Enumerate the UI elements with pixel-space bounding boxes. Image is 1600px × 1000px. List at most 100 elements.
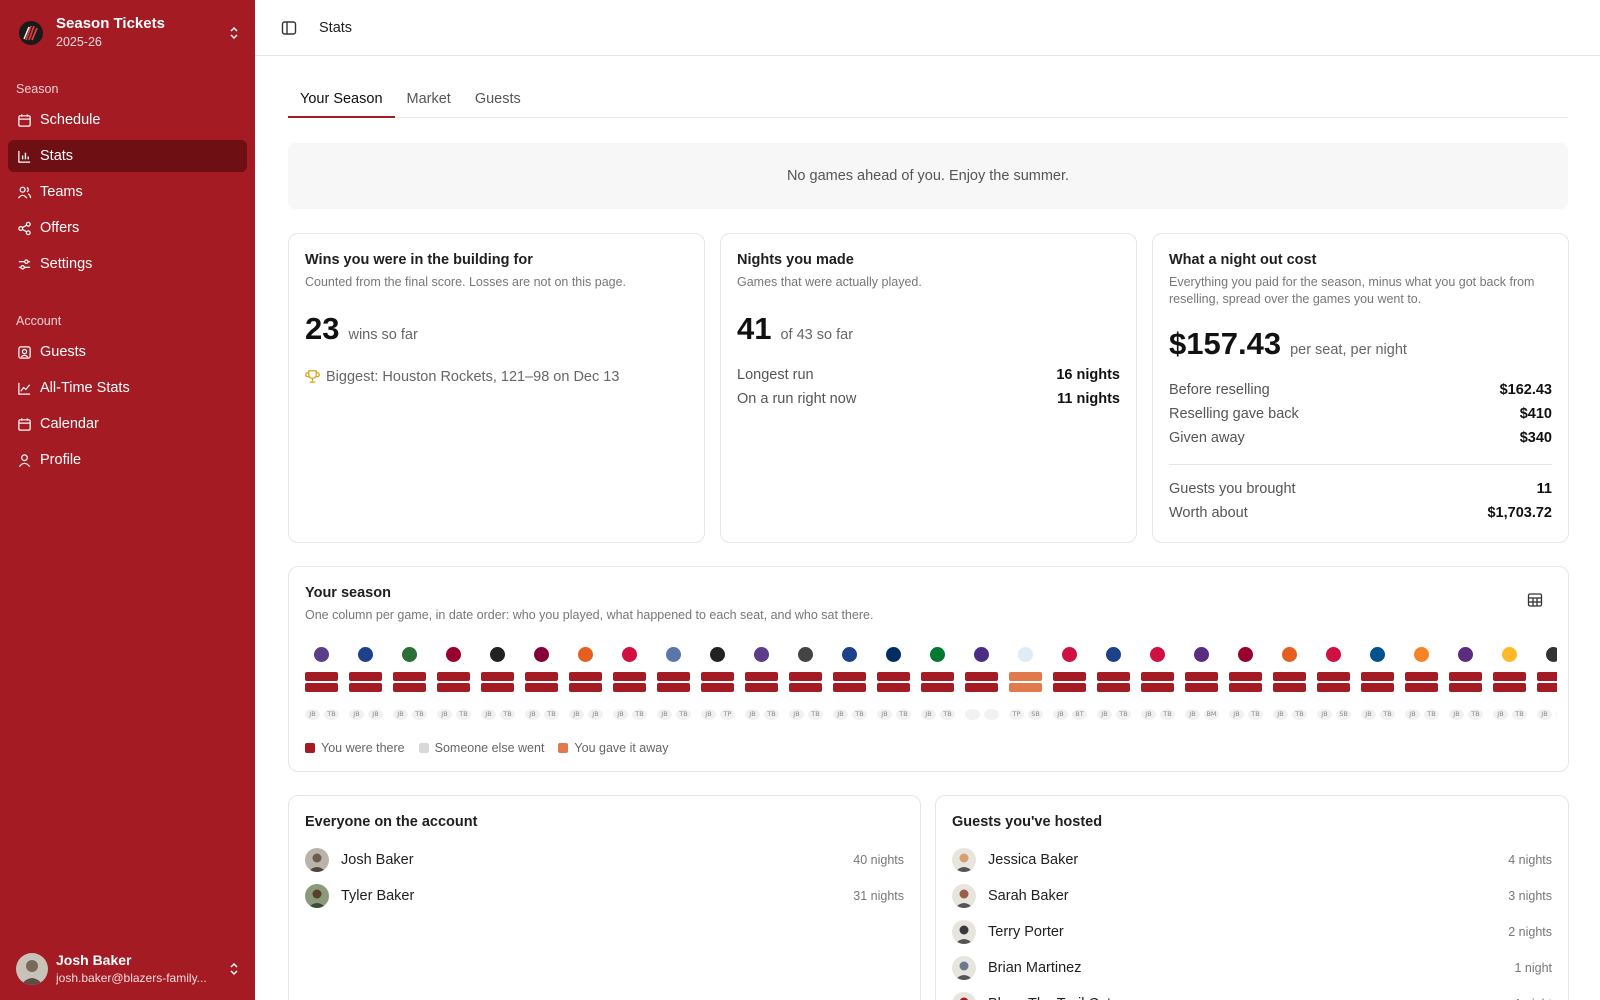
- list-item[interactable]: Josh Baker 40 nights: [305, 842, 904, 878]
- team-logo-icon: [490, 647, 505, 662]
- seat-holder-initials: JB: [1273, 709, 1288, 720]
- list-item[interactable]: Tyler Baker 31 nights: [305, 878, 904, 914]
- seat-bar: [1009, 672, 1042, 681]
- calendar-icon: [16, 112, 32, 128]
- list-item[interactable]: Jessica Baker 4 nights: [952, 842, 1552, 878]
- seat-holder-initials: TB: [896, 709, 911, 720]
- game-column[interactable]: JB TB: [1493, 647, 1527, 727]
- stat-label: Before reselling: [1169, 381, 1270, 398]
- game-column[interactable]: JB TB: [657, 647, 691, 727]
- game-column[interactable]: JB TB: [789, 647, 823, 727]
- game-column[interactable]: JB TB: [437, 647, 471, 727]
- game-column[interactable]: JB BT: [1053, 647, 1087, 727]
- game-column[interactable]: JB TB: [1097, 647, 1131, 727]
- game-column[interactable]: JB TB: [1405, 647, 1439, 727]
- sidebar-toggle-icon[interactable]: [275, 14, 303, 42]
- game-column[interactable]: JB TB: [613, 647, 647, 727]
- sidebar-item-label: Calendar: [40, 416, 99, 432]
- sidebar-item-profile[interactable]: Profile: [8, 444, 247, 476]
- avatar: [305, 848, 329, 872]
- sidebar-item-calendar[interactable]: Calendar: [8, 408, 247, 440]
- list-item[interactable]: Sarah Baker 3 nights: [952, 878, 1552, 914]
- list-item[interactable]: Blaze The Trail Cat1 night: [952, 986, 1552, 1000]
- cost-unit: per seat, per night: [1290, 341, 1407, 358]
- seat-holder-initials: JB: [789, 709, 804, 720]
- tab-market[interactable]: Market: [406, 91, 451, 107]
- game-column[interactable]: [965, 647, 999, 727]
- sidebar-item-guests[interactable]: Guests: [8, 336, 247, 368]
- stat-row: Guests you brought 11: [1169, 477, 1552, 501]
- legend-label: Someone else went: [434, 741, 545, 755]
- seat-bar: [789, 683, 822, 692]
- seat-bar: [965, 672, 998, 681]
- sidebar-item-label: Schedule: [40, 112, 101, 128]
- legend-label: You gave it away: [574, 741, 669, 755]
- sidebar-item-label: Settings: [40, 256, 93, 272]
- list-item[interactable]: Brian Martinez 1 night: [952, 950, 1552, 986]
- avatar: [952, 956, 976, 980]
- table-view-icon[interactable]: [1524, 589, 1546, 611]
- game-column[interactable]: JB TP: [701, 647, 735, 727]
- seat-bar: [1405, 683, 1438, 692]
- wins-card: Wins you were in the building for Counte…: [288, 233, 705, 543]
- avatar: [952, 848, 976, 872]
- game-column[interactable]: TP SB: [1009, 647, 1043, 727]
- chevron-up-down-icon[interactable]: [226, 959, 242, 979]
- person-name: Brian Martinez: [988, 960, 1082, 976]
- game-column[interactable]: JB TB: [745, 647, 779, 727]
- game-column[interactable]: JB TB: [1361, 647, 1395, 727]
- sidebar-item-offers[interactable]: Offers: [8, 212, 247, 244]
- list-item[interactable]: Terry Porter 2 nights: [952, 914, 1552, 950]
- seat-bar: [877, 672, 910, 681]
- seat-holder-initials: TB: [1292, 709, 1307, 720]
- game-column[interactable]: JB JB: [569, 647, 603, 727]
- game-column[interactable]: JB TB: [921, 647, 955, 727]
- user-name: Josh Baker: [56, 952, 132, 969]
- team-logo-icon: [798, 647, 813, 662]
- seat-bar: [481, 672, 514, 681]
- game-column[interactable]: JB TB: [833, 647, 867, 727]
- seat-bar: [305, 672, 338, 681]
- game-column[interactable]: JB JB: [349, 647, 383, 727]
- seat-holder-initials: SB: [1028, 709, 1043, 720]
- game-column[interactable]: JB TB: [525, 647, 559, 727]
- tab-guests[interactable]: Guests: [474, 91, 521, 107]
- game-column[interactable]: JB SB: [1317, 647, 1351, 727]
- sidebar-item-schedule[interactable]: Schedule: [8, 104, 247, 136]
- sidebar: Season Tickets 2025-26 Season Schedule St…: [0, 0, 255, 1000]
- seat-bar: [1185, 683, 1218, 692]
- seat-holder-initials: JB: [1141, 709, 1156, 720]
- seat-bar: [1405, 672, 1438, 681]
- seat-holder-initials: TP: [720, 709, 735, 720]
- sidebar-item-teams[interactable]: Teams: [8, 176, 247, 208]
- game-column[interactable]: JB BM: [1185, 647, 1219, 727]
- game-column[interactable]: JB: [1537, 647, 1557, 727]
- user-menu[interactable]: Josh Baker josh.baker@blazers-family...: [16, 952, 242, 986]
- nights-unit: of 43 so far: [780, 326, 854, 343]
- sliders-icon: [16, 256, 32, 272]
- line-chart-icon: [16, 380, 32, 396]
- game-column[interactable]: JB TB: [1141, 647, 1175, 727]
- sidebar-item-settings[interactable]: Settings: [8, 248, 247, 280]
- game-column[interactable]: JB TB: [305, 647, 339, 727]
- game-column[interactable]: JB TB: [1273, 647, 1307, 727]
- sidebar-item-all-time-stats[interactable]: All-Time Stats: [8, 372, 247, 404]
- game-column[interactable]: JB TB: [481, 647, 515, 727]
- chevron-up-down-icon[interactable]: [226, 23, 242, 43]
- game-column[interactable]: JB TB: [877, 647, 911, 727]
- game-column[interactable]: JB TB: [1449, 647, 1483, 727]
- sidebar-item-stats[interactable]: Stats: [8, 140, 247, 172]
- seat-holder-initials: TB: [940, 709, 955, 720]
- tab-your-season[interactable]: Your Season: [288, 84, 395, 118]
- seat-bar: [657, 683, 690, 692]
- sidebar-item-label: Stats: [40, 148, 74, 164]
- team-switcher[interactable]: Season Tickets 2025-26: [16, 16, 242, 50]
- game-column[interactable]: JB TB: [1229, 647, 1263, 727]
- team-logo-icon: [402, 647, 417, 662]
- seat-holder-initials: JB: [1317, 709, 1332, 720]
- wins-count: 23: [305, 310, 340, 346]
- game-column[interactable]: JB TB: [393, 647, 427, 727]
- team-logo-icon: [974, 647, 989, 662]
- seat-holder-initials: JB: [525, 709, 540, 720]
- blazers-logo-icon: [16, 18, 46, 48]
